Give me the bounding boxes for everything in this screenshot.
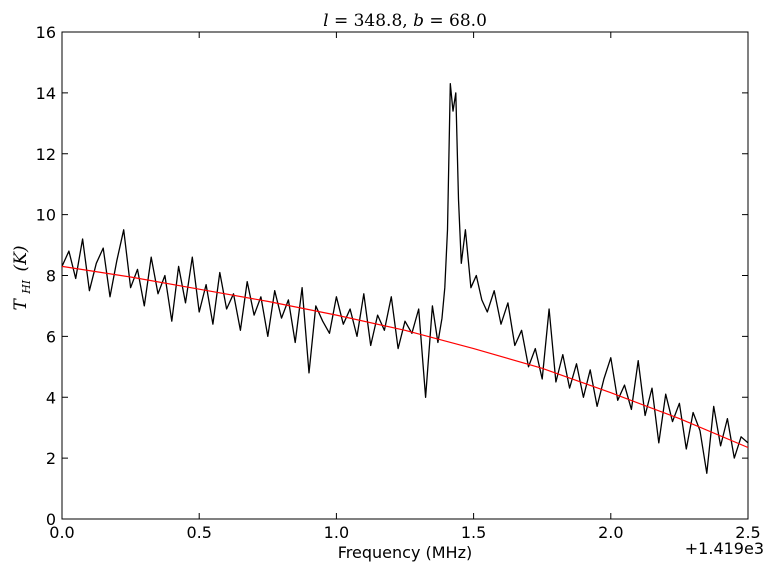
series-line-spectrum [61, 83, 749, 474]
title-l-value: = 348.8, [334, 11, 408, 31]
y-tick-label-5: 10 [36, 206, 56, 225]
x-tick-label-2: 1.0 [324, 523, 349, 542]
x-offset-label: +1.419e3 [685, 539, 764, 558]
y-tick-label-8: 16 [36, 23, 56, 42]
y-tick-label-7: 14 [36, 84, 56, 103]
x-axis-label: Frequency (MHz) [338, 543, 472, 562]
x-tick-label-1: 0.5 [186, 523, 211, 542]
y-axis-label-main: T [11, 298, 31, 311]
x-tick-label-5: 2.5 [735, 523, 760, 542]
y-tick-label-1: 2 [46, 449, 56, 468]
y-tick-label-3: 6 [46, 327, 56, 346]
y-axis-label-rest: (K) [11, 245, 31, 271]
series-line-baseline-fit [61, 265, 749, 449]
title-b-symbol: b [413, 11, 424, 31]
y-axis-label-sub: HI [20, 279, 33, 295]
axis-tick-labels: 0.0 0.5 1.0 1.5 2.0 2.5 0 2 4 6 8 10 12 14 16 [36, 23, 761, 542]
y-axis-label: T HI (K) [11, 245, 35, 310]
y-tick-label-4: 8 [46, 267, 56, 286]
y-tick-label-6: 12 [36, 145, 56, 164]
x-tick-label-0: 0.0 [49, 523, 74, 542]
y-tick-label-0: 0 [46, 510, 56, 529]
x-tick-label-4: 2.0 [598, 523, 623, 542]
series-group [61, 83, 749, 474]
x-tick-label-3: 1.5 [461, 523, 486, 542]
title-l-symbol: l [323, 11, 328, 31]
axis-ticks [61, 31, 749, 520]
title-b-value: = 68.0 [429, 11, 487, 31]
chart-title: l = 348.8, b = 68.0 [323, 11, 487, 31]
y-tick-label-2: 4 [46, 388, 56, 407]
